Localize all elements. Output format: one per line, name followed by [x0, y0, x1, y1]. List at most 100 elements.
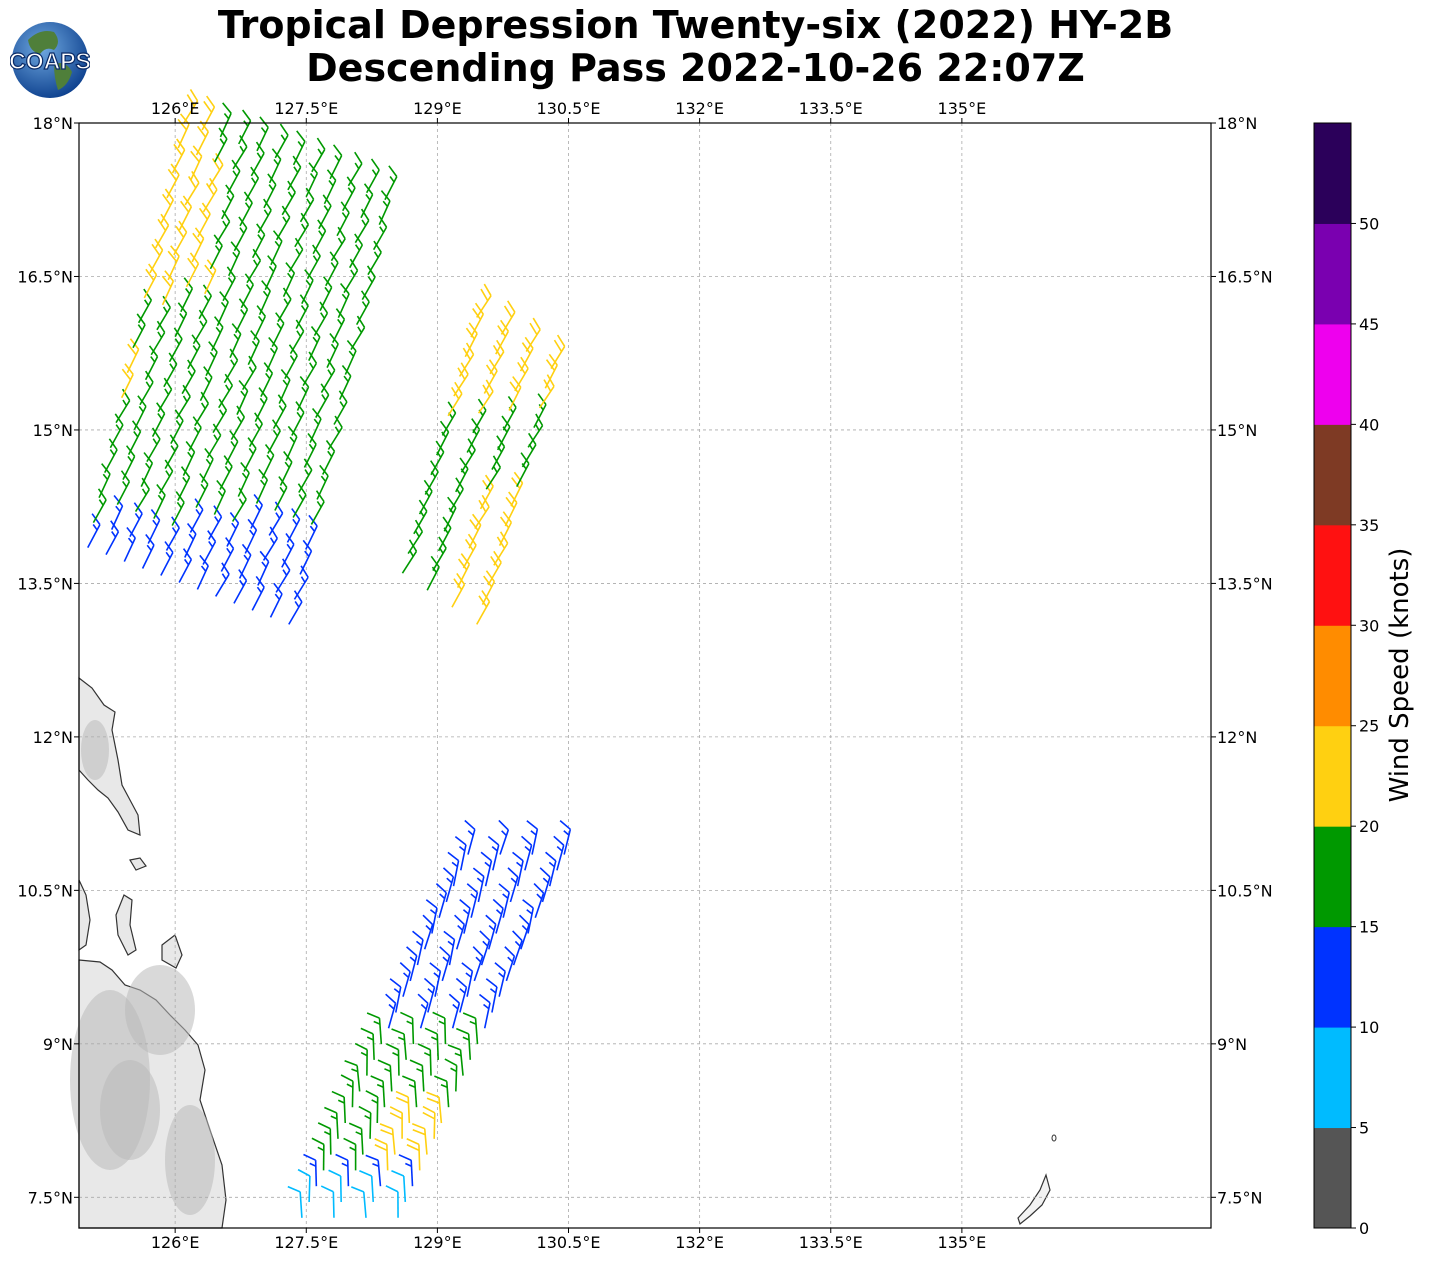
- barb-flag: [498, 819, 509, 831]
- barb-shaft: [349, 244, 364, 269]
- barb-flag: [308, 351, 318, 364]
- barb-shaft: [189, 509, 204, 533]
- wind-barb: [498, 511, 513, 547]
- barb-flag: [485, 379, 494, 392]
- barb-shaft: [394, 986, 402, 1013]
- barb-shaft: [132, 324, 146, 349]
- barb-shaft: [175, 396, 191, 420]
- barb-flag: [251, 177, 257, 184]
- barb-shaft: [262, 537, 278, 561]
- barb-shaft: [466, 971, 474, 997]
- barb-flag: [187, 359, 196, 372]
- wind-barb: [183, 89, 199, 124]
- barb-flag: [176, 501, 182, 509]
- lat-tick-label-left: 16.5°N: [17, 267, 73, 286]
- barb-shaft: [466, 429, 481, 453]
- wind-barb: [154, 213, 170, 249]
- wind-barb: [389, 1106, 403, 1139]
- wind-barb: [146, 427, 161, 463]
- wind-barb: [164, 434, 179, 470]
- barb-flag: [214, 245, 221, 252]
- barb-flag: [240, 461, 250, 474]
- barb-flag: [215, 152, 224, 166]
- wind-barb: [231, 487, 247, 522]
- barb-flag: [141, 477, 150, 490]
- barb-flag: [497, 325, 507, 338]
- barb-flag: [232, 170, 238, 177]
- wind-barb: [481, 570, 496, 606]
- barb-shaft: [251, 586, 265, 611]
- barb-shaft: [316, 475, 329, 500]
- barb-shaft: [305, 172, 319, 198]
- wind-barb: [274, 476, 288, 511]
- barb-flag: [289, 436, 295, 443]
- barb-flag: [319, 301, 329, 314]
- barb-shaft: [226, 522, 240, 547]
- barb-flag: [535, 413, 544, 426]
- wind-barb: [267, 419, 281, 454]
- barb-flag: [472, 946, 484, 957]
- barb-flag: [391, 1028, 405, 1035]
- barb-flag: [530, 830, 537, 836]
- barb-shaft: [250, 504, 264, 529]
- barb-shaft: [222, 277, 236, 302]
- colorbar-tick-label: 10: [1359, 1018, 1379, 1037]
- barb-shaft: [293, 576, 309, 600]
- barb-flag: [512, 930, 523, 942]
- barb-shaft: [343, 1097, 347, 1124]
- wind-barb: [296, 376, 310, 411]
- barb-flag: [395, 1096, 409, 1104]
- barb-shaft: [187, 345, 201, 370]
- barb-shaft: [157, 388, 173, 413]
- barb-flag: [250, 166, 260, 179]
- barb-flag: [337, 226, 346, 240]
- barb-shaft: [120, 374, 134, 399]
- wind-barb: [429, 962, 442, 997]
- barb-shaft: [458, 354, 475, 377]
- barb-flag: [289, 355, 295, 362]
- barb-flag: [510, 877, 517, 884]
- barb-flag: [406, 1144, 420, 1152]
- barb-shaft: [498, 522, 513, 547]
- wind-barb: [98, 463, 111, 498]
- colorbar-bin: [1314, 725, 1351, 827]
- barb-flag: [259, 397, 265, 405]
- wind-barb: [343, 1137, 357, 1171]
- wind-barb: [372, 215, 388, 251]
- wind-barb: [150, 320, 166, 356]
- lat-tick-label-left: 18°N: [33, 114, 73, 133]
- barb-flag: [279, 486, 285, 494]
- barb-flag: [361, 219, 367, 227]
- barb-flag: [292, 155, 302, 168]
- barb-shaft: [201, 106, 216, 131]
- barb-shaft: [292, 141, 306, 166]
- barb-flag: [169, 363, 175, 370]
- barb-flag: [442, 867, 454, 878]
- wind-barb: [455, 977, 468, 1013]
- wind-barb: [104, 438, 118, 474]
- barb-shaft: [448, 939, 456, 966]
- wind-barb: [413, 499, 428, 535]
- barb-flag: [502, 893, 509, 899]
- colorbar-tick-label: 5: [1359, 1119, 1369, 1138]
- barb-flag: [454, 1052, 462, 1057]
- barb-flag: [171, 516, 180, 529]
- wind-barb: [262, 526, 278, 561]
- barb-flag: [311, 407, 322, 420]
- barb-flag: [157, 218, 167, 231]
- wind-barb: [444, 1058, 458, 1092]
- barb-shaft: [369, 1112, 372, 1139]
- wind-barb: [194, 391, 210, 427]
- barb-flag: [356, 315, 366, 328]
- barb-shaft: [467, 1033, 472, 1060]
- barb-flag: [212, 423, 222, 436]
- wind-barb: [177, 466, 191, 501]
- barb-flag: [370, 158, 380, 171]
- barb-flag: [334, 426, 340, 433]
- colorbar-bin: [1314, 926, 1351, 1028]
- barb-flag: [109, 449, 115, 456]
- barb-shaft: [195, 131, 210, 156]
- wind-barb: [384, 165, 398, 201]
- barb-shaft: [462, 544, 477, 569]
